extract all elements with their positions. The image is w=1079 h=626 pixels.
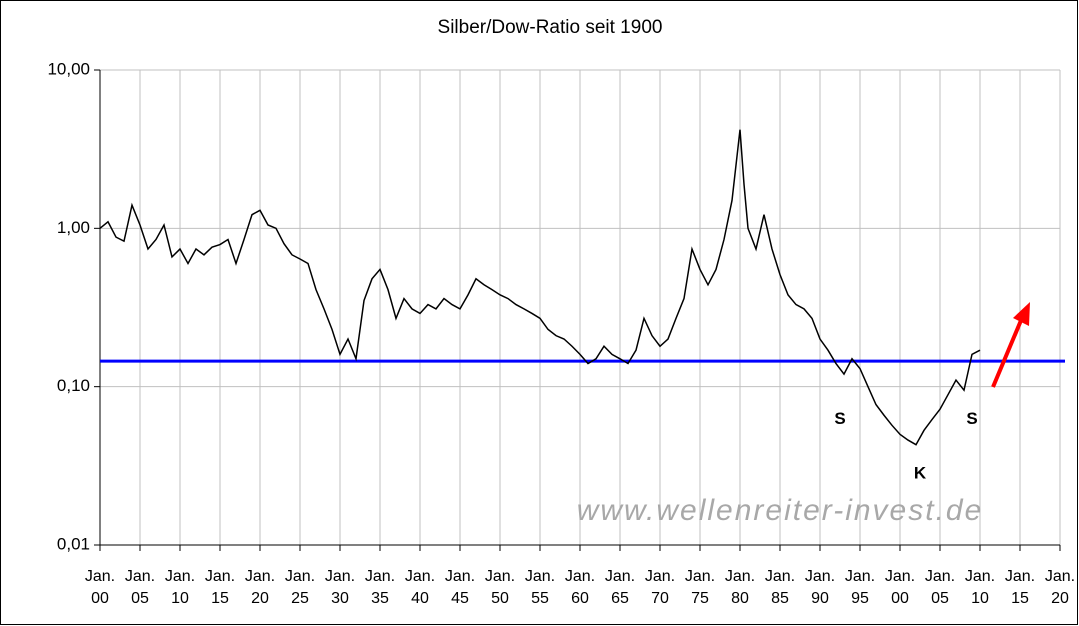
x-tick-label: Jan. 45: [444, 568, 476, 607]
x-tick-label: Jan. 70: [644, 568, 676, 607]
x-tick-label: Jan. 00: [84, 568, 116, 607]
x-tick-label: Jan. 25: [284, 568, 316, 607]
x-tick-label: Jan. 75: [684, 568, 716, 607]
x-tick-label: Jan. 55: [524, 568, 556, 607]
watermark: www.wellenreiter-invest.de: [577, 494, 984, 527]
x-tick-label: Jan. 85: [764, 568, 796, 607]
x-tick-label: Jan. 80: [724, 568, 756, 607]
y-tick-label: 0,10: [57, 376, 90, 395]
annotation: K: [914, 464, 927, 483]
arrow-head: [1013, 302, 1030, 326]
chart-title: Silber/Dow-Ratio seit 1900: [438, 17, 663, 38]
y-tick-label: 1,00: [57, 218, 90, 237]
x-tick-label: Jan. 05: [924, 568, 956, 607]
x-tick-label: Jan. 50: [484, 568, 516, 607]
x-tick-label: Jan. 20: [1044, 568, 1076, 607]
x-tick-label: Jan. 35: [364, 568, 396, 607]
annotation: S: [834, 409, 845, 428]
y-tick-label: 0,01: [57, 534, 90, 553]
x-tick-label: Jan. 10: [164, 568, 196, 607]
x-tick-label: Jan. 40: [404, 568, 436, 607]
x-tick-label: Jan. 10: [964, 568, 996, 607]
y-tick-label: 10,00: [47, 59, 90, 78]
x-tick-label: Jan. 65: [604, 568, 636, 607]
x-tick-label: Jan. 15: [1004, 568, 1036, 607]
x-tick-label: Jan. 60: [564, 568, 596, 607]
series-line: [99, 129, 981, 446]
x-tick-label: Jan. 20: [244, 568, 276, 607]
x-tick-label: Jan. 15: [204, 568, 236, 607]
annotation: S: [966, 409, 977, 428]
x-tick-label: Jan. 00: [884, 568, 916, 607]
x-tick-label: Jan. 30: [324, 568, 356, 607]
x-tick-label: Jan. 95: [844, 568, 876, 607]
x-tick-label: Jan. 90: [804, 568, 836, 607]
x-tick-label: Jan. 05: [124, 568, 156, 607]
arrow: [991, 317, 1024, 388]
